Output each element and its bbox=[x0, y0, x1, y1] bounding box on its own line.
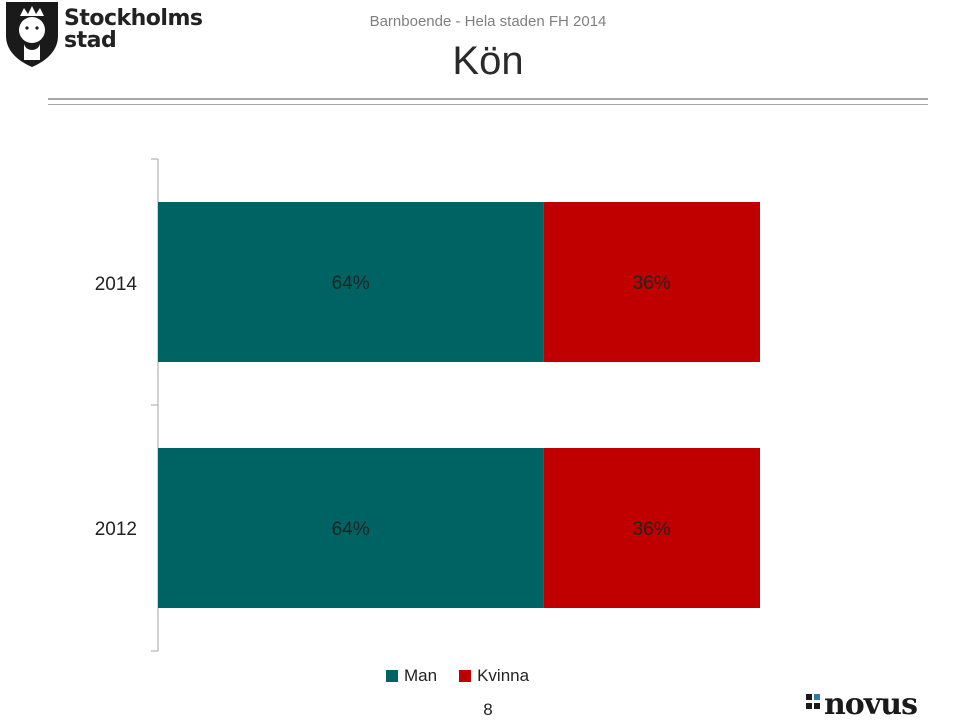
page-subtitle: Barnboende - Hela staden FH 2014 bbox=[369, 13, 607, 30]
data-label-kvinna-2014: 36% bbox=[633, 273, 671, 294]
bar-man-2014 bbox=[158, 202, 544, 362]
category-label: 2012 bbox=[95, 519, 137, 540]
data-label-kvinna-2012: 36% bbox=[633, 519, 671, 540]
data-label-man-2012: 64% bbox=[332, 519, 370, 540]
legend-swatch-man bbox=[386, 670, 398, 682]
chart-legend: Man Kvinna bbox=[386, 666, 551, 686]
page-number: 8 bbox=[483, 700, 493, 719]
legend-label-man: Man bbox=[404, 666, 438, 685]
logo-text-line2: stad bbox=[64, 28, 117, 53]
bar-kvinna-2012 bbox=[543, 448, 760, 608]
y-axis bbox=[151, 158, 159, 652]
legend-item-man: Man bbox=[386, 666, 437, 686]
stockholms-stad-logo: Stockholms stad bbox=[0, 0, 203, 70]
bar-kvinna-2014 bbox=[543, 202, 760, 362]
bar-man-2012 bbox=[158, 448, 544, 608]
legend-swatch-kvinna bbox=[459, 670, 472, 682]
logo-text-line1: Stockholms bbox=[64, 6, 203, 31]
data-label-man-2014: 64% bbox=[332, 273, 370, 294]
stacked-bar-chart: 2014 64% 36% 2012 64% 36% bbox=[95, 158, 760, 652]
svg-text:novus: novus bbox=[824, 687, 917, 719]
legend-label-kvinna: Kvinna bbox=[477, 666, 530, 685]
novus-logo: novus bbox=[806, 687, 918, 719]
category-label: 2014 bbox=[95, 274, 138, 295]
city-crest-icon bbox=[6, 2, 58, 67]
page-title: Kön bbox=[452, 39, 524, 83]
legend-item-kvinna: Kvinna bbox=[459, 666, 529, 686]
header-divider-thin bbox=[48, 104, 928, 105]
header-divider bbox=[48, 98, 928, 100]
